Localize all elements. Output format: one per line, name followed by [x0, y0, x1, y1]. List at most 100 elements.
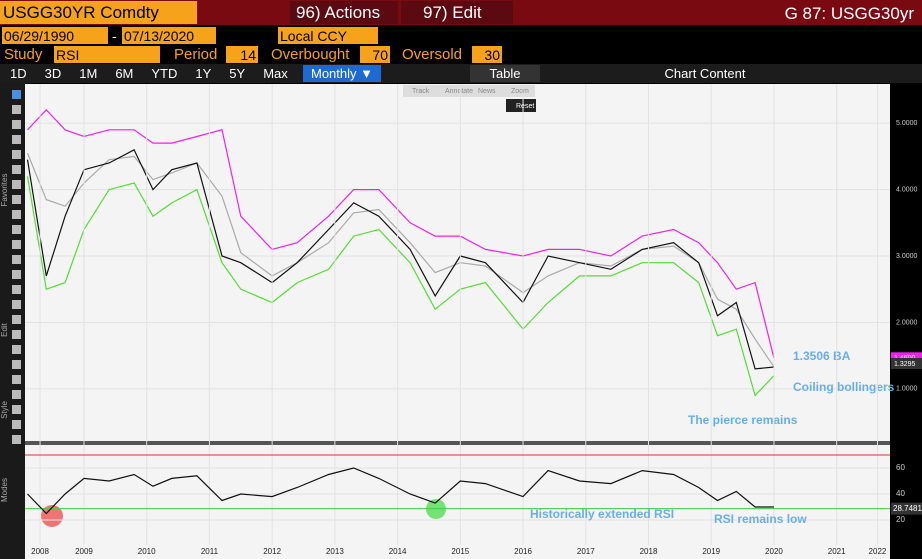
tool-icon — [12, 375, 21, 384]
y-tick-label: 2.0000 — [896, 319, 918, 326]
tool-icon — [12, 105, 21, 114]
chart-area: Track Annotate News Zoom Reset Favorites Edit S… — [0, 83, 922, 559]
tool-icon — [12, 360, 21, 369]
oversold-highlight — [41, 505, 63, 527]
x-tick-label: 2019 — [702, 547, 720, 556]
tool-icon — [12, 390, 21, 399]
series-line — [27, 467, 774, 515]
range-tab[interactable]: 5Y — [229, 66, 246, 81]
x-tick-label: 2011 — [201, 547, 219, 556]
tool-icon — [12, 120, 21, 129]
date-separator: - — [112, 28, 117, 44]
frequency-tab[interactable]: Monthly ▼ — [303, 65, 381, 82]
tool-button: Zoom — [511, 88, 529, 95]
x-axis-band — [25, 546, 890, 559]
level-label: 28.7481 — [893, 504, 922, 513]
y-tick-label: 40 — [896, 489, 905, 498]
tool-icon — [12, 135, 21, 144]
x-tick-label: 2022 — [869, 547, 887, 556]
tool-icon — [12, 165, 21, 174]
x-tick-label: 2009 — [75, 547, 93, 556]
tool-button: News — [478, 88, 496, 95]
page-code: G 87: USGG30yr — [784, 4, 914, 23]
series-line — [27, 109, 775, 359]
tool-icon — [12, 240, 21, 249]
tool-button: Track — [412, 88, 430, 95]
series-line — [26, 148, 775, 370]
end-date[interactable]: 07/13/2020 — [122, 27, 216, 44]
tool-icon — [12, 420, 21, 429]
y-tick-label: 20 — [896, 515, 905, 524]
tool-strip — [403, 85, 535, 97]
sidebar-label: Modes — [0, 478, 9, 502]
x-tick-label: 2015 — [451, 547, 469, 556]
actions-menu[interactable]: 96) Actions — [290, 1, 398, 24]
level-box — [891, 502, 922, 515]
tab-group: 1D 3D 1M 6M YTD 1Y 5Y Max — [2, 65, 296, 82]
sidebar-label: Edit — [0, 322, 9, 337]
tool-icon — [12, 285, 21, 294]
period-field[interactable]: 14 — [226, 46, 258, 63]
start-date[interactable]: 06/29/1990 — [2, 27, 108, 44]
price-tag-label: 1.3295 — [894, 361, 916, 368]
range-tab[interactable]: 6M — [115, 66, 134, 81]
y-tick-label: 60 — [896, 463, 905, 472]
overbought-field[interactable]: 70 — [360, 46, 390, 63]
range-tab[interactable]: Max — [263, 66, 288, 81]
x-tick-label: 2010 — [138, 547, 156, 556]
annotation: 1.3506 BA — [793, 349, 851, 363]
reset-label: Reset — [516, 103, 534, 110]
annotation: The pierce remains — [688, 413, 798, 427]
price-panel — [25, 84, 890, 441]
price-tag — [891, 357, 922, 369]
range-tab[interactable]: 1D — [10, 66, 27, 81]
study-label: Study — [4, 46, 43, 63]
range-tab[interactable]: YTD — [151, 66, 178, 81]
x-tick-label: 2018 — [640, 547, 658, 556]
x-tick-label: 2021 — [828, 547, 846, 556]
tool-icon — [12, 195, 21, 204]
tool-icon — [12, 90, 21, 99]
tab-bar — [0, 64, 922, 83]
tool-icon — [12, 180, 21, 189]
study-field[interactable]: RSI — [54, 46, 160, 63]
x-tick-label: 2014 — [389, 547, 407, 556]
tool-icon — [12, 330, 21, 339]
tool-icon — [12, 255, 21, 264]
overbought-label: Overbought — [271, 46, 350, 63]
x-tick-label: 2008 — [31, 547, 49, 556]
range-tab[interactable]: 3D — [44, 66, 62, 81]
panel-divider — [25, 441, 922, 445]
currency-field[interactable]: Local CCY — [278, 27, 378, 44]
chart-content-tab[interactable]: Chart Content — [664, 66, 746, 81]
annotation: Coiling bollingers — [793, 380, 895, 394]
y-tick-label: 1.0000 — [896, 386, 918, 393]
period-label: Period — [174, 46, 218, 63]
annotation: Historically extended RSI — [530, 507, 674, 521]
tool-icon — [12, 225, 21, 234]
tool-icon — [12, 345, 21, 354]
range-tab[interactable]: 1M — [79, 66, 98, 81]
range-tab[interactable]: 1Y — [195, 66, 212, 81]
x-tick-label: 2013 — [326, 547, 344, 556]
reset-button[interactable] — [506, 99, 536, 112]
tool-icon — [12, 300, 21, 309]
table-tab[interactable]: Table — [470, 65, 540, 82]
x-tick-label: 2020 — [765, 547, 783, 556]
security-field[interactable]: USGG30YR Comdty — [0, 1, 197, 24]
tool-button: Annotate — [445, 88, 473, 95]
sidebar-label: Style — [0, 401, 9, 419]
oversold-field[interactable]: 30 — [472, 46, 502, 63]
oversold-label: Oversold — [402, 46, 463, 63]
rsi-panel — [25, 445, 890, 546]
tool-icon — [12, 150, 21, 159]
tool-icon — [12, 315, 21, 324]
price-tag — [891, 352, 922, 364]
edit-menu[interactable]: 97) Edit — [401, 1, 513, 24]
tool-icon — [12, 210, 21, 219]
tool-icon — [12, 405, 21, 414]
y-tick-label: 4.0000 — [896, 186, 918, 193]
annotation: RSI remains low — [714, 512, 807, 526]
sidebar-label: Favorites — [0, 174, 9, 207]
